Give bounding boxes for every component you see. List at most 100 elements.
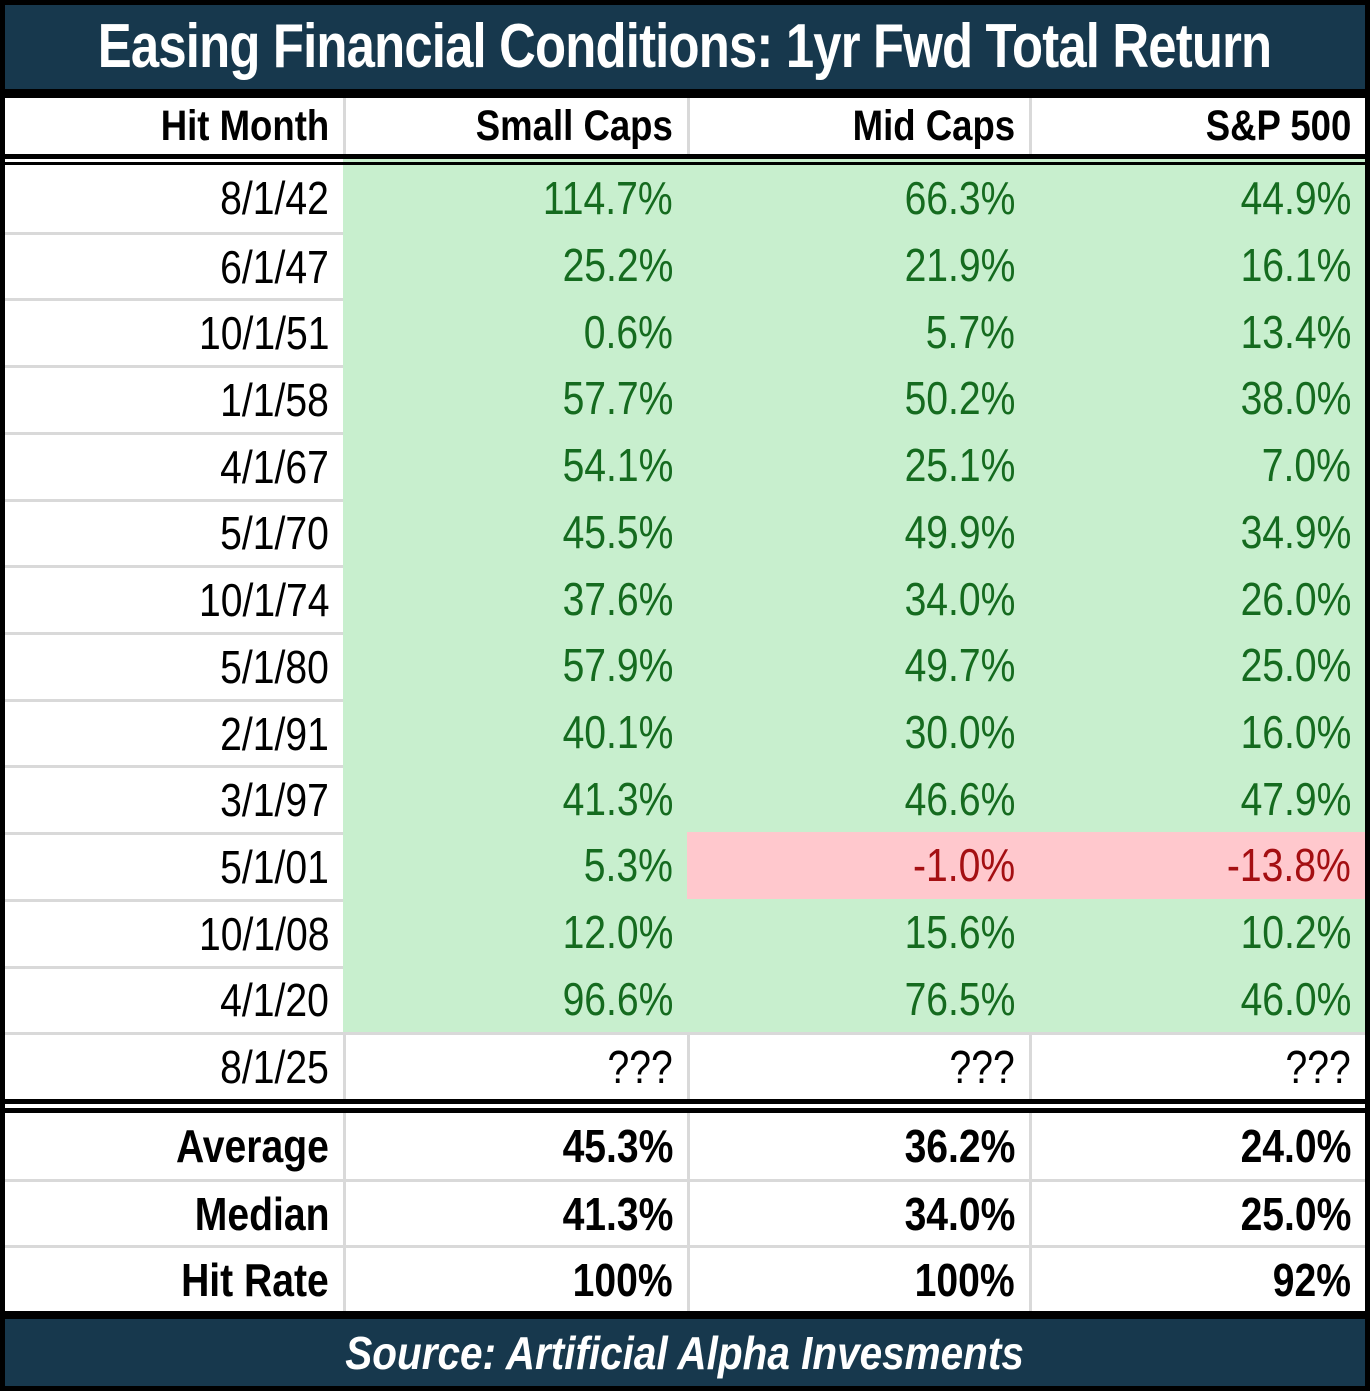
column-header-hit-month: Hit Month [5, 98, 343, 154]
summary-value: 92% [1272, 1253, 1351, 1306]
return-value: 25.1% [904, 439, 1015, 492]
return-cell: 76.5% [687, 965, 1029, 1033]
double-divider [5, 154, 1365, 165]
return-cell: 46.6% [687, 765, 1029, 833]
return-value: 46.0% [1240, 972, 1351, 1025]
summary-value: 41.3% [562, 1187, 673, 1240]
hit-month-value: 2/1/91 [220, 707, 329, 760]
return-value: 44.9% [1240, 172, 1351, 225]
column-header-label: Small Caps [475, 101, 673, 150]
column-header-label: Hit Month [160, 101, 329, 150]
return-value: 50.2% [904, 372, 1015, 425]
return-cell: 49.9% [687, 498, 1029, 566]
summary-value-cell: 100% [687, 1245, 1029, 1311]
return-cell: 15.6% [687, 898, 1029, 966]
return-cell: 5.7% [687, 298, 1029, 366]
hit-month-value: 10/1/51 [198, 307, 329, 360]
return-value: 41.3% [562, 772, 673, 825]
return-value: 0.6% [583, 305, 673, 358]
return-value: 5.3% [583, 839, 673, 892]
data-grid: 8/1/42 114.7% 66.3% 44.9% 6/1/47 25.2% 21.9% 16… [5, 165, 1365, 1099]
summary-value: 36.2% [904, 1120, 1015, 1172]
divider-segment [1029, 154, 1365, 165]
summary-value-cell: 36.2% [687, 1113, 1029, 1179]
summary-value-cell: 41.3% [343, 1179, 687, 1245]
hit-month-value: 8/1/42 [220, 172, 329, 225]
return-cell: 13.4% [1029, 298, 1365, 366]
summary-value: 34.0% [904, 1187, 1015, 1240]
return-cell: 21.9% [687, 231, 1029, 299]
return-value: ??? [949, 1041, 1015, 1094]
hit-month-cell: 5/1/80 [5, 632, 343, 699]
hit-month-value: 6/1/47 [220, 240, 329, 293]
summary-value: 100% [572, 1253, 673, 1306]
return-value: 57.9% [562, 639, 673, 692]
return-value: -13.8% [1227, 839, 1351, 892]
return-value: 38.0% [1240, 372, 1351, 425]
summary-value-cell: 100% [343, 1245, 687, 1311]
summary-value-cell: 25.0% [1029, 1179, 1365, 1245]
summary-value-cell: 34.0% [687, 1179, 1029, 1245]
return-cell: 25.2% [343, 231, 687, 299]
return-cell: 49.7% [687, 632, 1029, 699]
summary-grid: Average 45.3% 36.2% 24.0% Median 41.3% 34.0% 25… [5, 1113, 1365, 1311]
return-value: ??? [1285, 1041, 1351, 1094]
return-value: 16.0% [1240, 706, 1351, 759]
hit-month-cell: 1/1/58 [5, 365, 343, 432]
return-cell: 12.0% [343, 898, 687, 966]
hit-month-cell: 5/1/70 [5, 498, 343, 566]
summary-label: Median [194, 1187, 329, 1240]
return-value: 16.1% [1240, 239, 1351, 292]
summary-value-cell: 24.0% [1029, 1113, 1365, 1179]
summary-label-cell: Median [5, 1179, 343, 1245]
return-value: ??? [607, 1041, 673, 1094]
return-value: 49.9% [904, 505, 1015, 558]
return-value: 96.6% [562, 972, 673, 1025]
source-text: Source: Artificial Alpha Invesments [345, 1326, 1025, 1379]
summary-value: 24.0% [1240, 1120, 1351, 1172]
return-cell: 46.0% [1029, 965, 1365, 1033]
hit-month-value: 1/1/58 [220, 373, 329, 426]
return-value: 37.6% [562, 572, 673, 625]
summary-label-cell: Average [5, 1113, 343, 1179]
summary-value: 25.0% [1240, 1187, 1351, 1240]
return-value: 49.7% [904, 639, 1015, 692]
return-cell: 7.0% [1029, 431, 1365, 499]
hit-month-cell: 10/1/08 [5, 898, 343, 966]
return-value: 40.1% [562, 706, 673, 759]
hit-month-cell: 4/1/67 [5, 431, 343, 499]
source-bar: Source: Artificial Alpha Invesments [5, 1319, 1365, 1386]
return-value: 34.0% [904, 572, 1015, 625]
hit-month-value: 5/1/80 [220, 640, 329, 693]
column-header-sp500: S&P 500 [1029, 98, 1365, 154]
return-value: 30.0% [904, 706, 1015, 759]
return-cell: 44.9% [1029, 165, 1365, 232]
return-value: 54.1% [562, 439, 673, 492]
return-cell: 66.3% [687, 165, 1029, 232]
hit-month-cell: 8/1/25 [5, 1032, 343, 1099]
hit-month-value: 4/1/20 [220, 974, 329, 1027]
title-bar: Easing Financial Conditions: 1yr Fwd Tot… [5, 5, 1365, 89]
hit-month-value: 5/1/01 [220, 840, 329, 893]
return-cell: -1.0% [687, 832, 1029, 899]
return-cell: 47.9% [1029, 765, 1365, 833]
return-cell: 5.3% [343, 832, 687, 899]
return-value: 46.6% [904, 772, 1015, 825]
column-header-small-caps: Small Caps [343, 98, 687, 154]
summary-value-cell: 45.3% [343, 1113, 687, 1179]
hit-month-value: 10/1/08 [198, 907, 329, 960]
column-header-label: S&P 500 [1205, 101, 1351, 150]
divider-segment [5, 154, 343, 165]
hit-month-value: 5/1/70 [220, 507, 329, 560]
hit-month-cell: 5/1/01 [5, 832, 343, 899]
hit-month-value: 10/1/74 [198, 574, 329, 627]
double-divider [5, 1099, 1365, 1113]
return-value: -1.0% [912, 839, 1015, 892]
return-cell: 26.0% [1029, 565, 1365, 632]
return-cell: 16.0% [1029, 698, 1365, 766]
return-value: 21.9% [904, 239, 1015, 292]
return-value: 45.5% [562, 505, 673, 558]
return-cell: 38.0% [1029, 365, 1365, 432]
return-value: 13.4% [1240, 305, 1351, 358]
